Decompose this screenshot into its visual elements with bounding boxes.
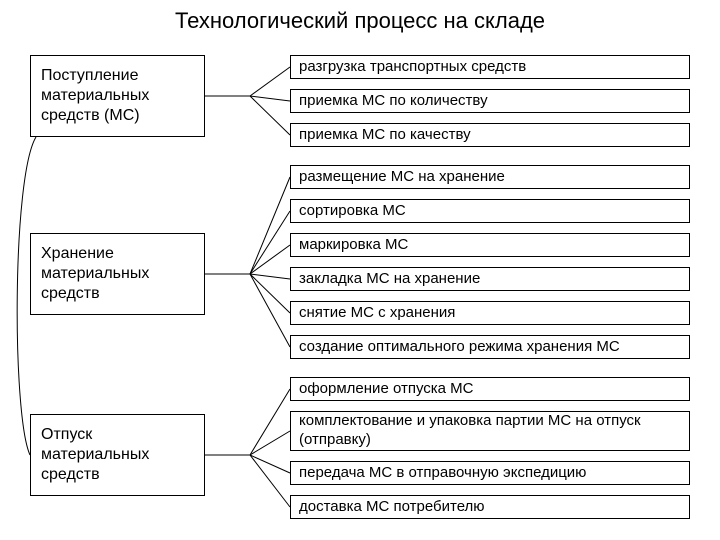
item-i8: снятие МС с хранения bbox=[290, 301, 690, 325]
item-i12: передача МС в отправочную экспедицию bbox=[290, 461, 690, 485]
item-i10: оформление отпуска МС bbox=[290, 377, 690, 401]
item-i4: размещение МС на хранение bbox=[290, 165, 690, 189]
stage-s1: Поступление материальных средств (МС) bbox=[30, 55, 205, 137]
diagram-title: Технологический процесс на складе bbox=[0, 8, 720, 34]
item-i5: сортировка МС bbox=[290, 199, 690, 223]
stage-s3: Отпуск материальных средств bbox=[30, 414, 205, 496]
item-i6: маркировка МС bbox=[290, 233, 690, 257]
stage-s2: Хранение материальных средств bbox=[30, 233, 205, 315]
item-i9: создание оптимального режима хранения МС bbox=[290, 335, 690, 359]
item-i1: разгрузка транспортных средств bbox=[290, 55, 690, 79]
item-i13: доставка МС потребителю bbox=[290, 495, 690, 519]
item-i2: приемка МС по количеству bbox=[290, 89, 690, 113]
item-i7: закладка МС на хранение bbox=[290, 267, 690, 291]
item-i11: комплектование и упаковка партии МС на о… bbox=[290, 411, 690, 451]
item-i3: приемка МС по качеству bbox=[290, 123, 690, 147]
